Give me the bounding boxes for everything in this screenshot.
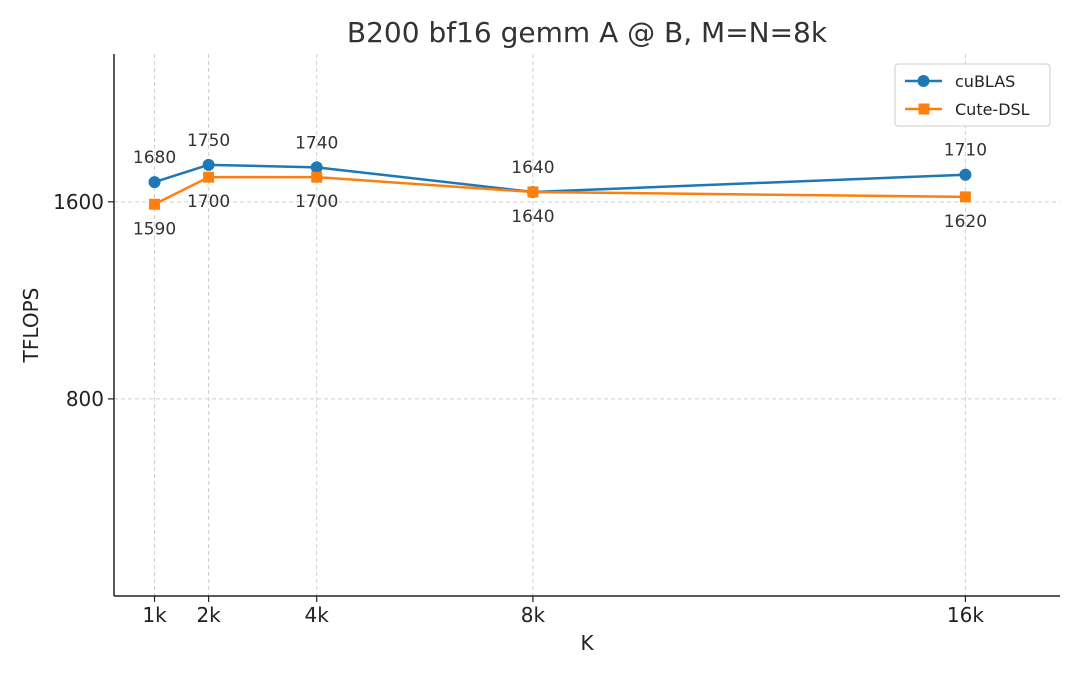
- x-tick-label: 2k: [196, 603, 221, 627]
- cute-dsl-data-label: 1590: [133, 219, 176, 239]
- y-tick-label: 800: [66, 387, 104, 411]
- cute-dsl-point: [149, 198, 161, 210]
- cute-dsl-data-label: 1700: [295, 192, 338, 212]
- y-tick-label: 1600: [53, 190, 104, 214]
- x-tick-label: 8k: [521, 603, 546, 627]
- cublas-data-label: 1750: [187, 131, 230, 151]
- cublas-legend-marker: [917, 75, 930, 87]
- series-layer: [148, 158, 972, 210]
- cute-dsl-data-label: 1700: [187, 192, 230, 212]
- cute-dsl-point: [959, 191, 971, 203]
- cute-dsl-point: [311, 171, 323, 183]
- x-tick-label: 16k: [947, 603, 984, 627]
- legend: cuBLAS Cute-DSL: [894, 63, 1051, 127]
- cute-dsl-point: [203, 171, 215, 183]
- grid-lines: [114, 54, 1060, 596]
- cute-dsl-point: [527, 186, 539, 198]
- tick-labels: 1k 2k 4k 8k 16k 800 1600: [53, 190, 984, 627]
- x-tick-label: 1k: [142, 603, 167, 627]
- cublas-data-label: 1680: [133, 148, 176, 168]
- cublas-data-label: 1710: [944, 141, 987, 161]
- chart-title: B200 bf16 gemm A @ B, M=N=8k: [347, 16, 828, 49]
- y-axis-label: TFLOPS: [19, 288, 43, 364]
- legend-box: [894, 63, 1051, 127]
- cute-dsl-data-label: 1640: [511, 207, 554, 227]
- cute-dsl-legend-marker: [918, 103, 930, 115]
- cublas-point: [202, 158, 215, 171]
- cute-dsl-legend-label: Cute-DSL: [955, 100, 1030, 119]
- axes: [113, 54, 1060, 597]
- cublas-point: [148, 176, 161, 189]
- x-tick-label: 4k: [305, 603, 330, 627]
- data-labels: 1680 1750 1740 1640 1710 1590 1700 1700 1640 1620: [133, 131, 987, 239]
- cublas-point: [310, 161, 323, 174]
- cublas-data-label: 1740: [295, 133, 338, 153]
- cublas-data-label: 1640: [511, 158, 554, 178]
- cublas-legend-label: cuBLAS: [955, 72, 1015, 91]
- x-axis-label: K: [580, 631, 594, 655]
- cublas-point: [959, 168, 972, 181]
- cute-dsl-data-label: 1620: [944, 212, 987, 232]
